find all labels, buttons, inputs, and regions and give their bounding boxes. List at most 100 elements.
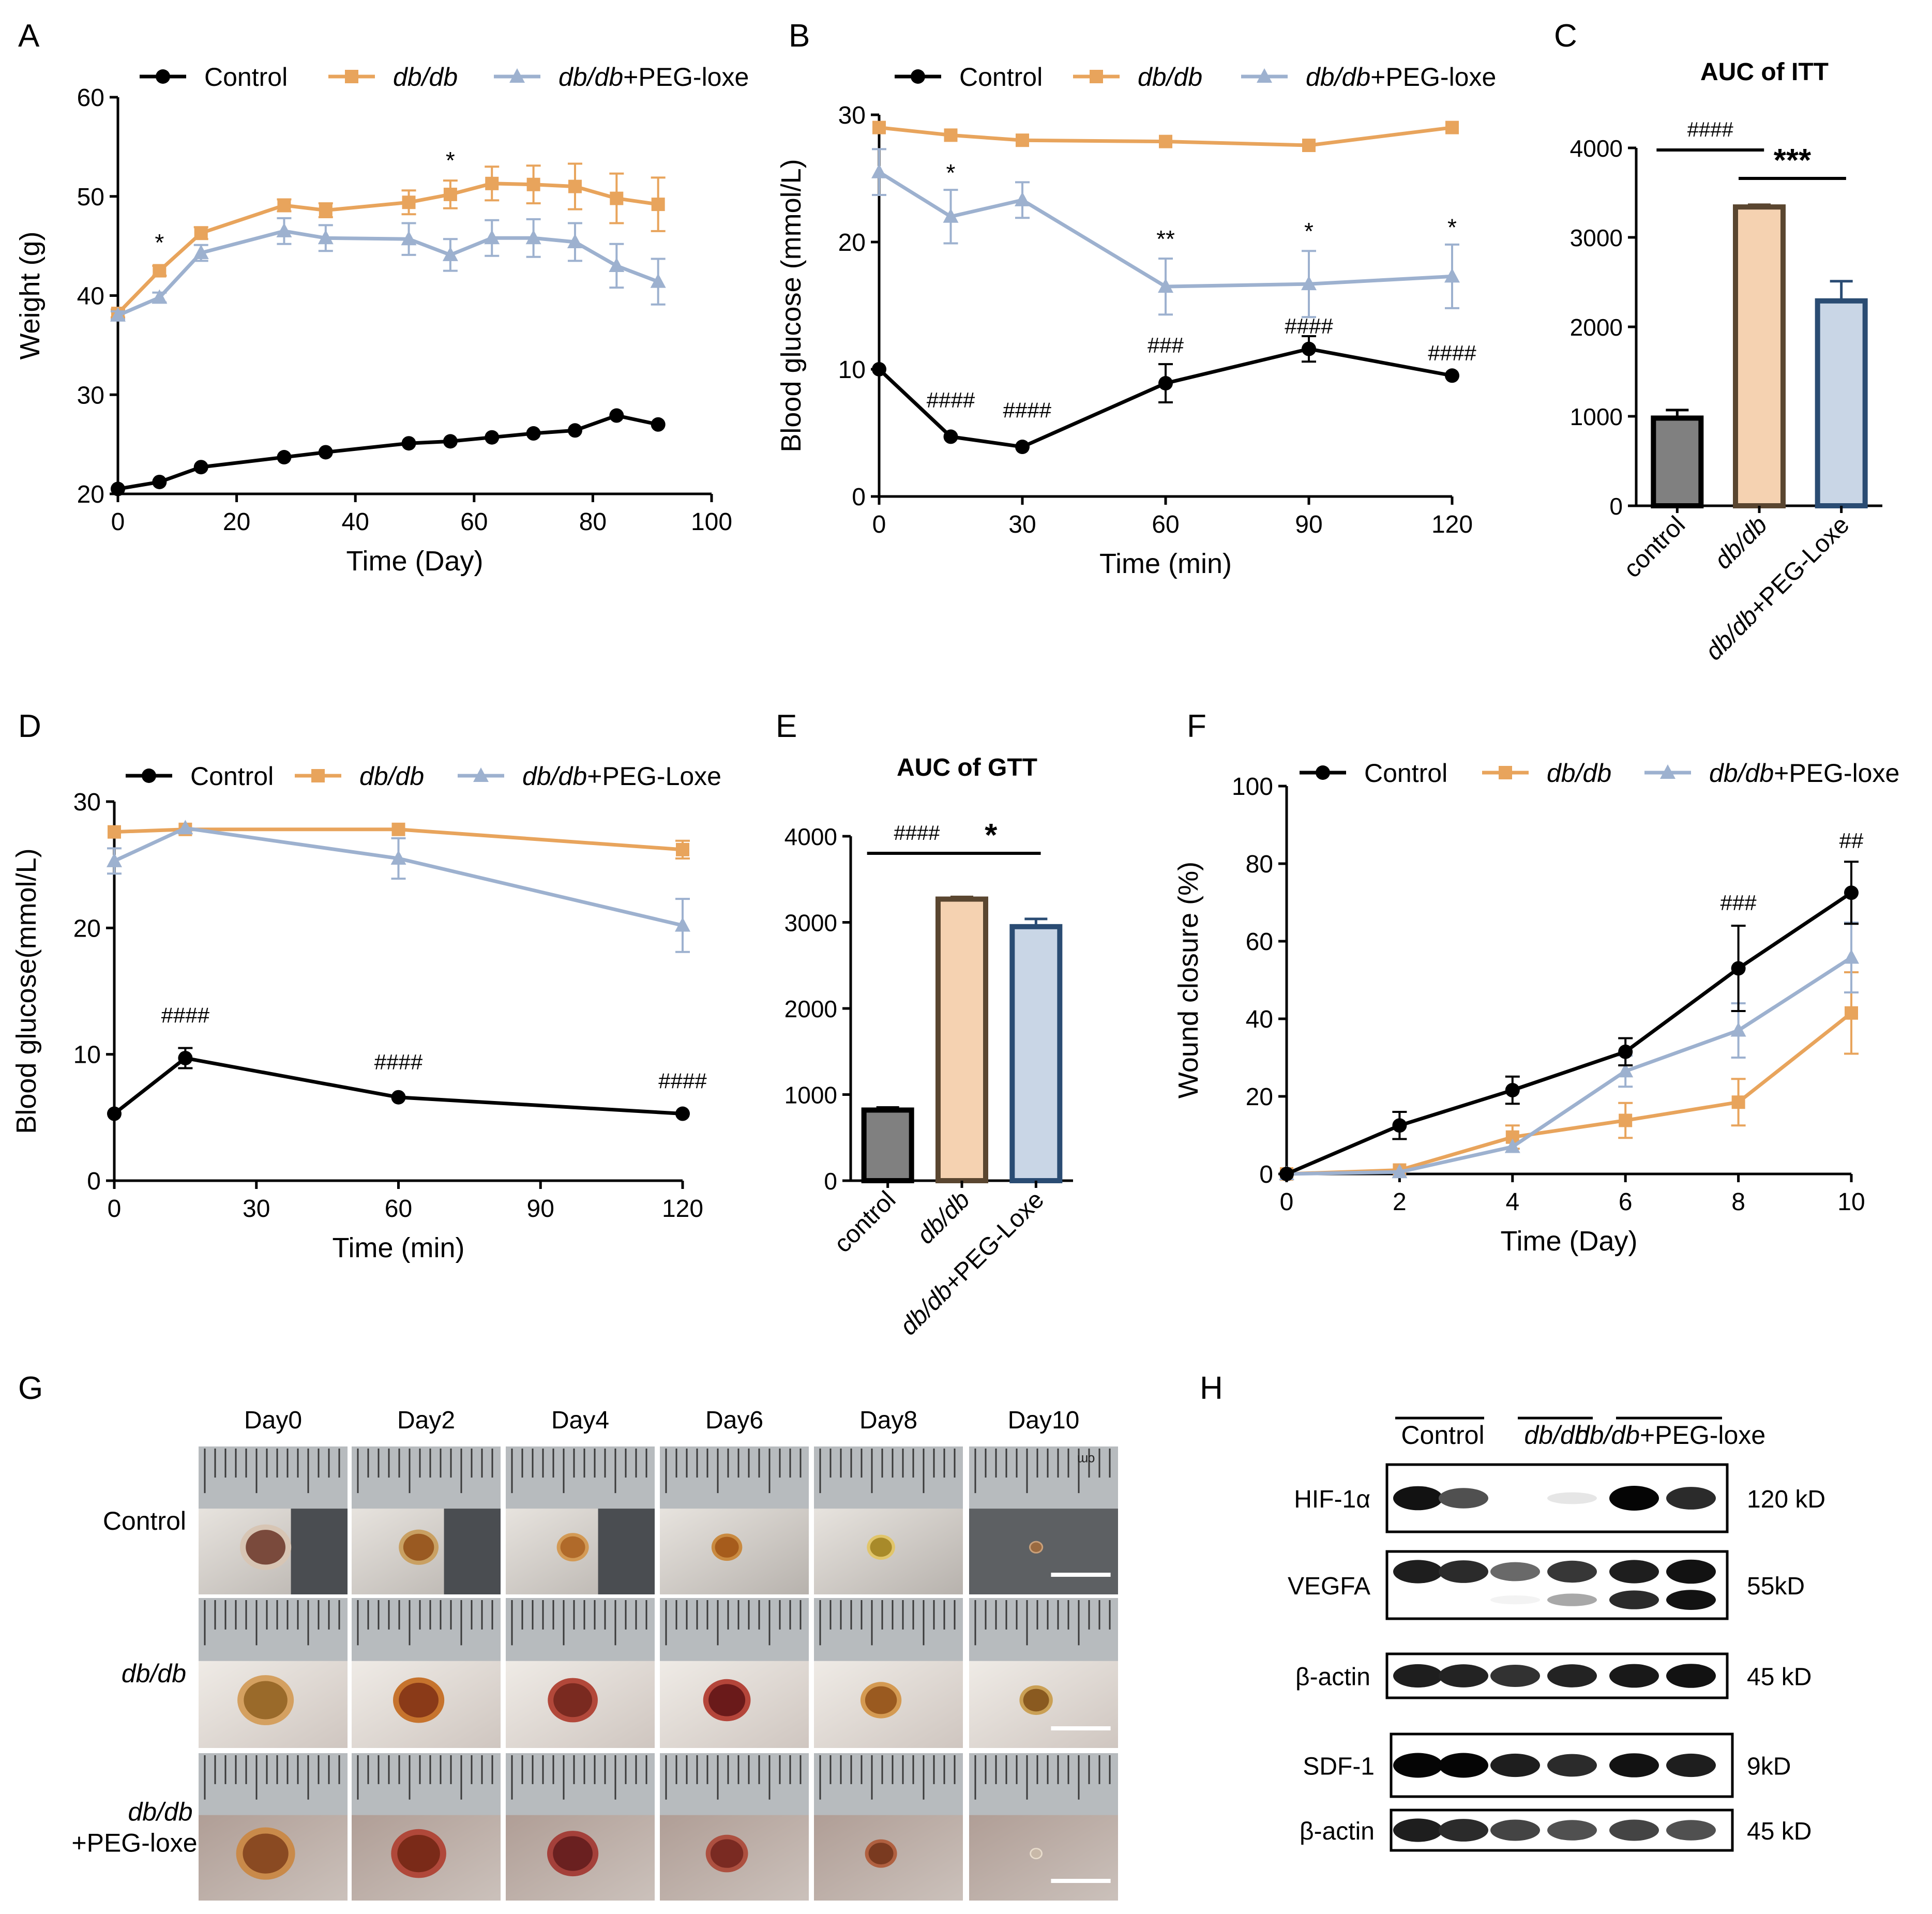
day-label: Day6 — [705, 1407, 763, 1434]
legend: Control db/db db/db+PEG-loxe — [1300, 759, 1899, 788]
data-point — [153, 264, 167, 278]
wound — [1023, 1689, 1049, 1712]
bar-db-db — [935, 895, 988, 1188]
significance-mark: #### — [1428, 341, 1476, 365]
x-tick-label: 80 — [579, 508, 607, 536]
y-tick-label: 0 — [1259, 1161, 1273, 1188]
data-point — [1445, 368, 1459, 383]
data-point — [1158, 376, 1173, 391]
wound-photo — [660, 1446, 809, 1594]
ruler — [506, 1598, 655, 1661]
y-tick-label: 80 — [1246, 851, 1273, 878]
x-tick-label: db/db+PEG-Loxe — [1700, 511, 1855, 666]
comparison-label: #### — [1687, 118, 1734, 141]
group-label: db/db+PEG-loxe — [1575, 1421, 1765, 1450]
wound — [244, 1681, 288, 1720]
x-tick-label: 30 — [243, 1195, 270, 1223]
dark-fur — [291, 1509, 348, 1594]
data-point — [676, 842, 689, 856]
x-tick-label: 0 — [108, 1195, 122, 1223]
data-point — [568, 179, 582, 193]
band — [1547, 1820, 1597, 1841]
x-tick-label: 100 — [691, 508, 732, 536]
band — [1547, 1492, 1597, 1504]
data-point — [110, 307, 126, 322]
x-tick-label: 60 — [385, 1195, 412, 1223]
ruler — [969, 1753, 1118, 1815]
data-point — [567, 233, 583, 248]
band — [1490, 1753, 1540, 1777]
legend-marker — [1316, 765, 1330, 780]
band — [1393, 1664, 1443, 1688]
data-point — [650, 273, 666, 288]
band — [1490, 1562, 1540, 1581]
wound-photo — [814, 1753, 963, 1901]
band — [1609, 1560, 1659, 1584]
data-point — [107, 852, 122, 867]
chart-title: AUC of GTT — [897, 754, 1037, 781]
legend-label: Control — [204, 63, 288, 92]
data-point — [484, 230, 500, 245]
y-tick-label: 40 — [1246, 1006, 1273, 1033]
scale-bar — [1051, 1726, 1111, 1730]
panel-label-b: B — [789, 18, 810, 54]
molecular-weight-label: 120 kD — [1747, 1486, 1825, 1513]
y-tick-label: 4000 — [784, 823, 837, 850]
legend-marker — [473, 767, 489, 782]
y-tick-label: 3000 — [784, 910, 837, 937]
ruler — [660, 1446, 809, 1509]
y-tick-label: 10 — [838, 356, 866, 384]
wound-photo — [352, 1598, 501, 1748]
data-point — [1619, 1113, 1633, 1127]
x-tick-label: 120 — [662, 1195, 703, 1223]
data-point — [1618, 1063, 1634, 1078]
legend-marker — [345, 70, 358, 83]
series-line — [117, 229, 659, 318]
y-tick-label: 1000 — [784, 1082, 837, 1109]
band — [1393, 1753, 1443, 1778]
wound-photo — [506, 1598, 655, 1748]
wound — [708, 1684, 746, 1716]
series-control — [107, 1047, 690, 1121]
series-line — [878, 170, 1453, 289]
day-label: Day2 — [397, 1407, 455, 1434]
series-control — [872, 335, 1459, 455]
protein-label: HIF-1α — [1294, 1486, 1370, 1513]
wound — [399, 1682, 439, 1718]
significance-mark: #### — [658, 1069, 707, 1093]
wound-photo — [969, 1598, 1118, 1748]
wound-photo — [199, 1446, 348, 1594]
itt-line-chart: 0 10 20 30 0 30 60 90 120 Time (min) Blood glucose… — [776, 63, 1496, 579]
x-tick-label: db/db+PEG-Loxe — [895, 1186, 1049, 1340]
day-label: Day4 — [551, 1407, 609, 1434]
data-point — [1392, 1164, 1408, 1179]
data-point — [319, 203, 333, 217]
significance-mark: * — [946, 159, 956, 186]
y-tick-label: 40 — [77, 283, 104, 310]
wound — [553, 1683, 593, 1717]
molecular-weight-label: 45 kD — [1747, 1664, 1812, 1691]
ruler — [199, 1598, 348, 1661]
wound-closure-line-chart: 0 20 40 60 80 100 0 2 4 6 8 10 Time (Day) Wound closu… — [1173, 759, 1899, 1257]
y-axis-label: Blood glucose(mmol/L) — [11, 848, 42, 1134]
gtt-auc-bar-chart: 0 1000 2000 3000 4000 AUC of GTT control db/dbd… — [784, 754, 1073, 1340]
scale-bar — [1051, 1573, 1111, 1577]
ruler — [969, 1598, 1118, 1661]
data-point — [177, 820, 193, 835]
panel-label-g: G — [18, 1370, 43, 1406]
chart-title: AUC of ITT — [1700, 58, 1829, 86]
ruler — [352, 1598, 501, 1661]
y-tick-label: 3000 — [1570, 224, 1623, 251]
data-point — [276, 222, 292, 237]
x-axis-label: Time (Day) — [1501, 1226, 1638, 1257]
data-point — [1845, 1006, 1858, 1020]
data-point — [675, 1106, 690, 1121]
band — [1666, 1820, 1716, 1841]
y-tick-label: 20 — [838, 229, 866, 257]
significance-mark: ### — [1720, 891, 1757, 915]
wound-photo — [199, 1598, 348, 1748]
data-point — [193, 460, 208, 475]
data-point — [391, 822, 405, 836]
x-tick-label: 90 — [1295, 511, 1322, 538]
y-tick-label: 60 — [77, 84, 104, 112]
